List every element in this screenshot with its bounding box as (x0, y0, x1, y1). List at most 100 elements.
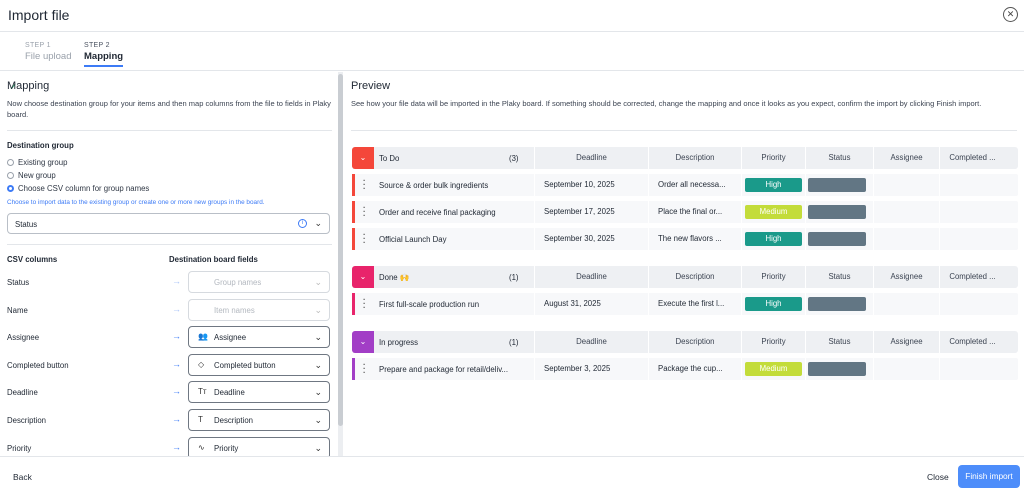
chevron-down-icon: ⌄ (314, 442, 322, 453)
deadline-cell: September 3, 2025 (534, 358, 648, 380)
column-header: Completed ... (939, 331, 1005, 353)
column-header: Completed ... (939, 266, 1005, 288)
destination-field-select[interactable]: 👥 Assignee ⌄ (188, 326, 330, 349)
column-header: Assignee (873, 266, 939, 288)
mapping-row: Status → Group names ⌄ (0, 271, 338, 293)
dialog-header: Import file ✕ (0, 0, 1024, 32)
select-value: Status (15, 220, 38, 229)
priority-cell: High (741, 174, 805, 196)
mapping-row: Completed button → ◇ Completed button ⌄ (0, 353, 338, 376)
column-header: Description (648, 331, 741, 353)
drag-handle-icon[interactable]: · · · (363, 203, 366, 220)
group-name: In progress (379, 338, 419, 347)
destination-field-select[interactable]: Group names ⌄ (188, 271, 330, 293)
destination-field-select[interactable]: Tт Deadline ⌄ (188, 381, 330, 404)
table-row[interactable]: · · · Order and receive final packaging Sept… (352, 201, 1018, 223)
step-label: STEP 2 (84, 42, 110, 49)
deadline-cell: August 31, 2025 (534, 293, 648, 315)
csv-column-label: Name (7, 305, 28, 315)
collapse-toggle-icon[interactable]: ⌄ (352, 147, 374, 169)
close-button[interactable]: Close (927, 472, 949, 482)
radio-label: Choose CSV column for group names (18, 184, 150, 193)
close-icon[interactable]: ✕ (1003, 7, 1018, 22)
field-value: Description (214, 416, 253, 425)
deadline-cell: September 30, 2025 (534, 228, 648, 250)
radio-existing-group[interactable]: Existing group (7, 158, 67, 167)
table-row[interactable]: · · · First full-scale production run August… (352, 293, 1018, 315)
description-cell: Order all necessa... (648, 174, 741, 196)
group-column-select[interactable]: Status i ⌄ (7, 213, 330, 234)
column-header: Priority (741, 147, 805, 169)
column-header: Completed ... (939, 147, 1005, 169)
group-hint: Choose to import data to the existing gr… (7, 199, 265, 206)
scrollbar-thumb[interactable] (338, 74, 343, 426)
finish-import-button[interactable]: Finish import (958, 465, 1020, 488)
radio-selected-icon (7, 185, 14, 192)
item-name: Source & order bulk ingredients (379, 181, 489, 190)
mapping-row: Name → Item names ⌄ (0, 298, 338, 321)
preview-panel: Preview See how your file data will be i… (343, 72, 1024, 456)
column-header: Priority (741, 331, 805, 353)
text-icon: T (198, 415, 203, 424)
completed-cell (939, 358, 1005, 380)
collapse-toggle-icon[interactable]: ⌄ (352, 266, 374, 288)
step-name: Mapping (84, 51, 124, 67)
column-header: Status (805, 266, 873, 288)
destination-field-select[interactable]: Item names ⌄ (188, 298, 330, 321)
drag-handle-icon[interactable]: · · · (363, 360, 366, 377)
arrow-right-icon: → (172, 303, 181, 314)
assignee-cell (873, 358, 939, 380)
destination-field-select[interactable]: ◇ Completed button ⌄ (188, 353, 330, 376)
column-header: Priority (741, 266, 805, 288)
field-value: Priority (214, 443, 239, 453)
scrollbar[interactable] (338, 72, 343, 456)
csv-columns-header: CSV columns (7, 255, 58, 264)
table-row[interactable]: · · · Official Launch Day September 30, 2025… (352, 228, 1018, 250)
priority-badge: Medium (745, 362, 802, 376)
assignee-cell (873, 293, 939, 315)
step-file-upload[interactable]: STEP 1 File upload (25, 42, 71, 62)
info-icon[interactable]: i (298, 219, 307, 228)
priority-badge: High (745, 232, 802, 246)
description-cell: Execute the first l... (648, 293, 741, 315)
mapping-row: Description → T Description ⌄ (0, 409, 338, 431)
table-row[interactable]: · · · Prepare and package for retail/deliv.… (352, 358, 1018, 380)
priority-cell: Medium (741, 358, 805, 380)
mapping-row: Deadline → Tт Deadline ⌄ (0, 381, 338, 404)
completed-cell (939, 293, 1005, 315)
item-name: Order and receive final packaging (379, 208, 496, 217)
item-name: Prepare and package for retail/deliv... (379, 365, 509, 374)
chevron-down-icon: ⌄ (314, 332, 322, 343)
completed-cell (939, 228, 1005, 250)
status-cell (805, 174, 873, 196)
radio-csv-column[interactable]: Choose CSV column for group names (7, 184, 149, 193)
destination-field-select[interactable]: T Description ⌄ (188, 409, 330, 431)
drag-handle-icon[interactable]: · · · (363, 176, 366, 193)
status-badge (808, 178, 866, 192)
drag-handle-icon[interactable]: · · · (363, 230, 366, 247)
priority-cell: High (741, 293, 805, 315)
radio-new-group[interactable]: New group (7, 171, 56, 180)
divider (7, 130, 332, 131)
column-header: Status (805, 331, 873, 353)
column-header: Assignee (873, 147, 939, 169)
step-label: STEP 1 (25, 42, 51, 49)
group-header: ⌄ Done 🙌 (1) Deadline Description Priority Sta… (352, 266, 1018, 288)
destination-field-select[interactable]: ∿ Priority ⌄ (188, 436, 330, 456)
step-mapping[interactable]: STEP 2 Mapping (84, 42, 124, 67)
chevron-down-icon: ⌄ (314, 415, 322, 425)
field-value: Group names (214, 278, 262, 287)
arrow-right-icon: → (172, 386, 181, 397)
column-header: Deadline (534, 331, 648, 353)
table-row[interactable]: · · · Source & order bulk ingredients Septem… (352, 174, 1018, 196)
priority-badge: High (745, 178, 802, 192)
mapping-description: Now choose destination group for your it… (7, 99, 331, 119)
status-badge (808, 362, 866, 376)
group-count: (3) (509, 154, 519, 163)
status-badge (808, 232, 866, 246)
csv-column-label: Completed button (7, 360, 69, 370)
collapse-toggle-icon[interactable]: ⌄ (352, 331, 374, 353)
drag-handle-icon[interactable]: · · · (363, 295, 366, 312)
group-name: Done 🙌 (379, 273, 410, 282)
back-button[interactable]: Back (13, 472, 32, 482)
